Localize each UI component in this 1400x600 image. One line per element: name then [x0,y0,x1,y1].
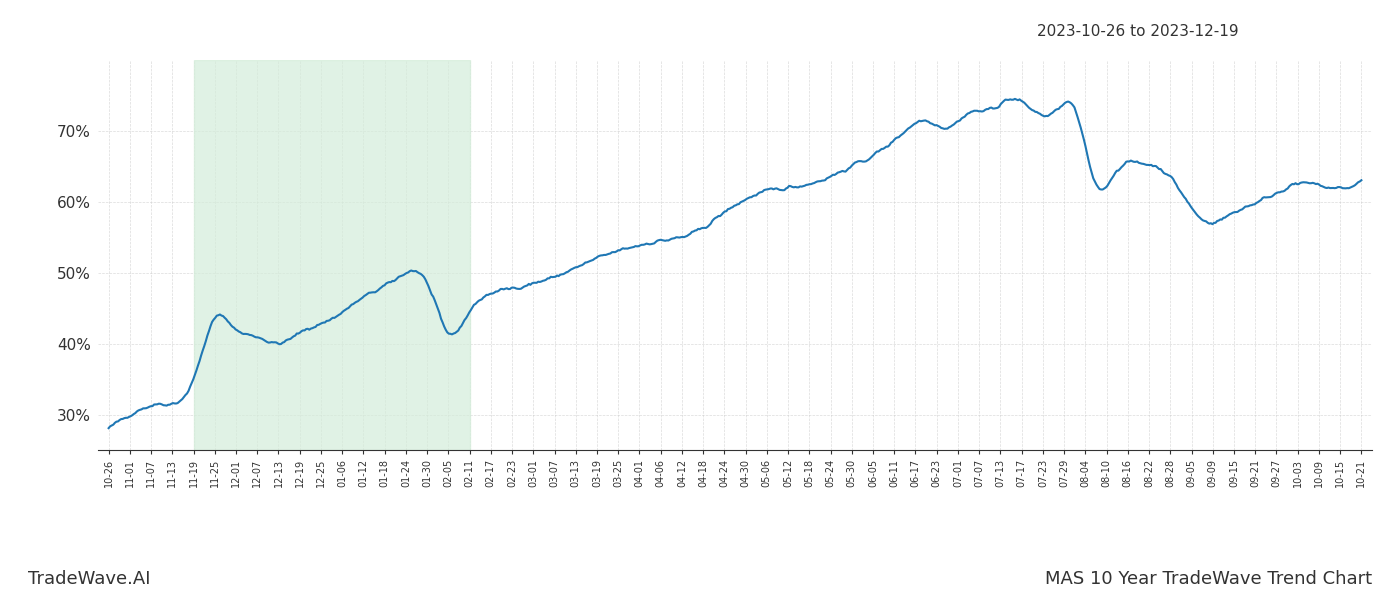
Text: MAS 10 Year TradeWave Trend Chart: MAS 10 Year TradeWave Trend Chart [1044,570,1372,588]
Text: TradeWave.AI: TradeWave.AI [28,570,151,588]
Bar [193,60,469,450]
Text: 2023-10-26 to 2023-12-19: 2023-10-26 to 2023-12-19 [1037,24,1239,39]
